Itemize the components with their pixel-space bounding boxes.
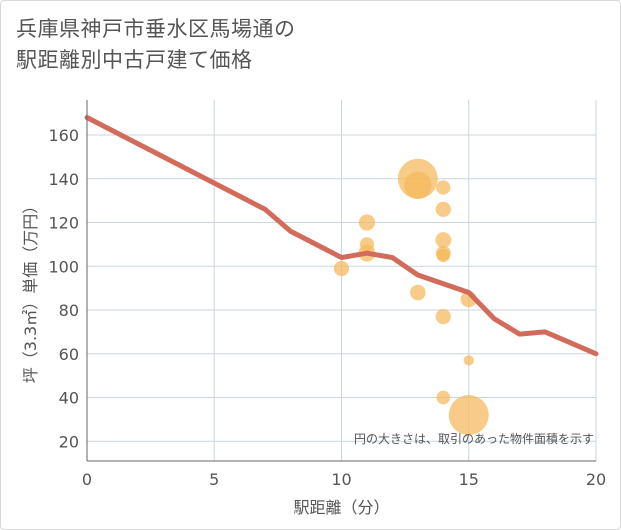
bubble-size-note: 円の大きさは、取引のあった物件面積を示す <box>354 431 594 446</box>
y-tick-label: 140 <box>48 170 79 189</box>
tick-labels: 0 5 10 15 20 20 40 60 80 100 120 140 160 <box>48 126 606 489</box>
x-tick-label: 5 <box>209 470 219 489</box>
data-bubble <box>404 171 432 200</box>
x-tick-label: 20 <box>586 470 606 489</box>
chart-title: 兵庫県神戸市垂水区馬場通の 駅距離別中古戸建て価格 <box>16 14 296 76</box>
grid <box>86 100 597 461</box>
data-bubble <box>463 355 474 366</box>
y-tick-label: 60 <box>59 345 79 364</box>
data-bubble <box>436 180 451 195</box>
x-tick-label: 15 <box>459 470 479 489</box>
y-tick-label: 120 <box>48 214 79 233</box>
y-tick-label: 100 <box>48 257 79 276</box>
data-bubble <box>436 390 451 405</box>
y-tick-label: 40 <box>59 389 79 408</box>
x-tick-label: 10 <box>331 470 351 489</box>
y-tick-label: 160 <box>48 126 79 145</box>
x-axis-label: 駅距離（分） <box>293 498 389 517</box>
trend-line <box>84 115 599 357</box>
data-bubble <box>435 232 452 248</box>
trend-line-series <box>84 115 599 357</box>
data-bubble <box>358 214 376 231</box>
data-bubble <box>435 308 451 325</box>
data-bubble <box>435 201 451 218</box>
data-bubble <box>333 260 350 277</box>
data-bubble <box>448 395 489 436</box>
chart-title-line-1: 兵庫県神戸市垂水区馬場通の <box>16 17 296 41</box>
data-bubble <box>436 248 451 263</box>
axes <box>86 100 596 462</box>
chart-title-line-2: 駅距離別中古戸建て価格 <box>16 48 253 72</box>
data-bubble <box>410 284 426 301</box>
bubble-series <box>333 158 489 436</box>
y-tick-label: 80 <box>59 301 79 320</box>
y-tick-label: 20 <box>59 432 79 451</box>
x-tick-label: 0 <box>82 470 92 489</box>
y-axis-label: 坪（3.3㎡）単価（万円） <box>21 198 40 383</box>
